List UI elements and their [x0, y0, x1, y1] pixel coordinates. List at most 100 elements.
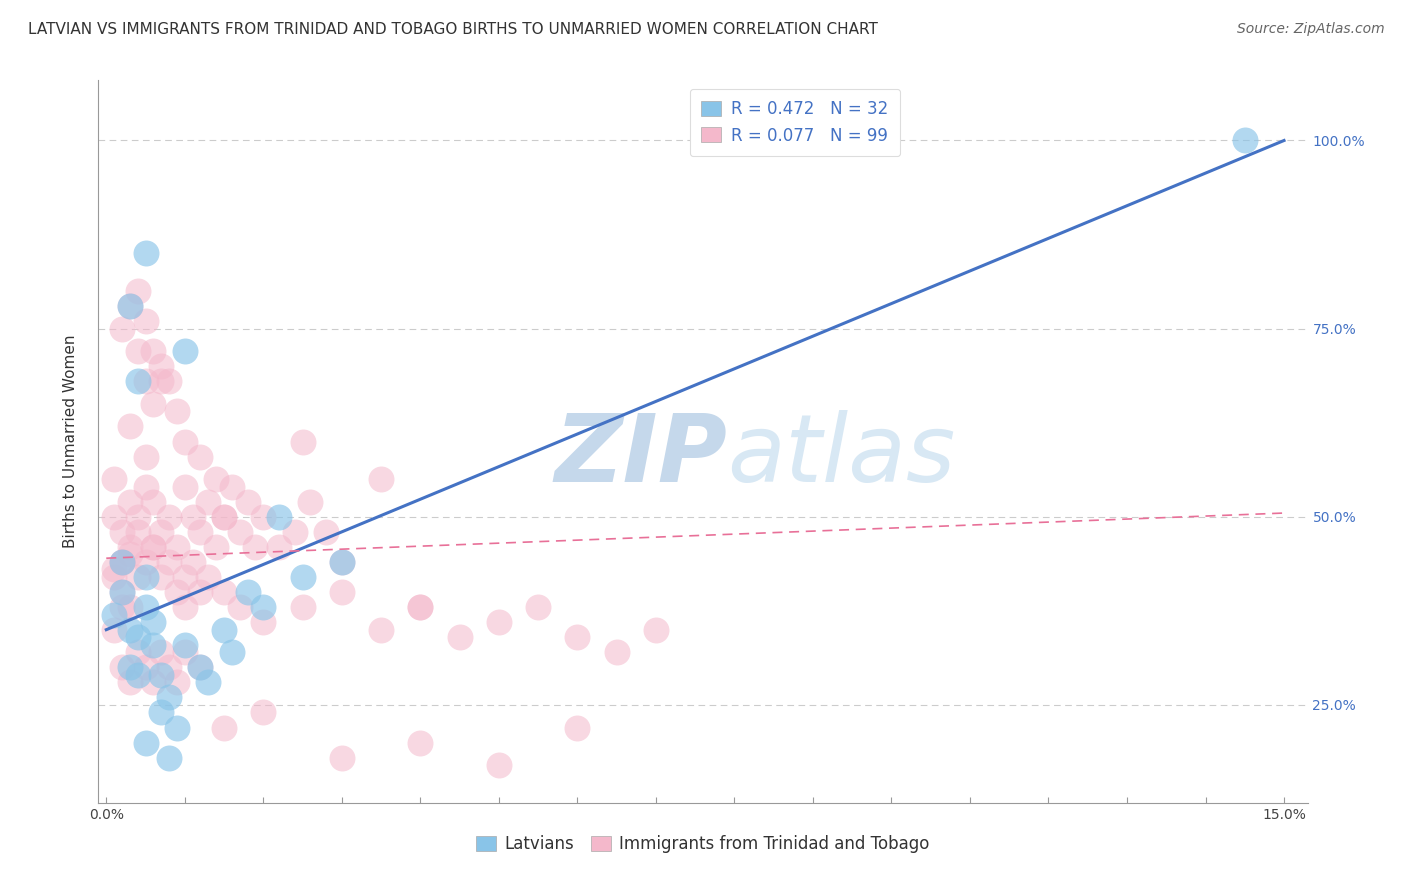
Point [142, 615, 165, 630]
Point [127, 344, 149, 359]
Point [370, 623, 392, 637]
Point [567, 630, 589, 644]
Point [150, 645, 173, 659]
Point [245, 540, 267, 554]
Point [1233, 133, 1256, 147]
Text: atlas: atlas [727, 410, 956, 501]
Point [291, 600, 314, 615]
Point [229, 524, 252, 539]
Point [127, 509, 149, 524]
Point [291, 434, 314, 449]
Point [488, 615, 510, 630]
Point [330, 750, 353, 764]
Point [103, 472, 125, 486]
Point [205, 472, 228, 486]
Point [252, 509, 274, 524]
Text: ZIP: ZIP [554, 410, 727, 502]
Point [267, 540, 290, 554]
Point [118, 548, 141, 562]
Point [142, 540, 165, 554]
Point [190, 660, 212, 674]
Point [118, 299, 141, 313]
Point [221, 480, 243, 494]
Point [212, 509, 235, 524]
Point [236, 585, 259, 599]
Point [118, 675, 141, 690]
Point [330, 585, 353, 599]
Point [221, 645, 243, 659]
Point [644, 623, 666, 637]
Point [409, 600, 432, 615]
Point [197, 570, 219, 584]
Point [205, 540, 228, 554]
Point [127, 524, 149, 539]
Point [150, 524, 173, 539]
Point [157, 555, 180, 569]
Point [127, 374, 149, 388]
Point [111, 600, 134, 615]
Point [118, 299, 141, 313]
Point [118, 494, 141, 508]
Point [212, 623, 235, 637]
Point [190, 524, 212, 539]
Point [173, 570, 195, 584]
Point [190, 585, 212, 599]
Point [150, 374, 173, 388]
Point [135, 555, 157, 569]
Point [103, 509, 125, 524]
Point [127, 668, 149, 682]
Point [291, 570, 314, 584]
Point [111, 555, 134, 569]
Point [135, 450, 157, 464]
Point [127, 645, 149, 659]
Point [166, 721, 188, 735]
Point [142, 344, 165, 359]
Point [212, 509, 235, 524]
Point [142, 494, 165, 508]
Point [166, 540, 188, 554]
Point [157, 509, 180, 524]
Point [150, 668, 173, 682]
Point [157, 660, 180, 674]
Point [135, 600, 157, 615]
Point [190, 450, 212, 464]
Point [488, 758, 510, 772]
Point [212, 721, 235, 735]
Point [299, 494, 322, 508]
Point [409, 735, 432, 749]
Point [173, 480, 195, 494]
Y-axis label: Births to Unmarried Women: Births to Unmarried Women [63, 334, 77, 549]
Point [150, 706, 173, 720]
Point [142, 675, 165, 690]
Point [111, 585, 134, 599]
Point [142, 638, 165, 652]
Point [111, 555, 134, 569]
Point [111, 660, 134, 674]
Point [190, 660, 212, 674]
Text: LATVIAN VS IMMIGRANTS FROM TRINIDAD AND TOBAGO BIRTHS TO UNMARRIED WOMEN CORRELA: LATVIAN VS IMMIGRANTS FROM TRINIDAD AND … [28, 22, 877, 37]
Point [135, 735, 157, 749]
Point [181, 555, 204, 569]
Point [142, 397, 165, 411]
Point [252, 706, 274, 720]
Point [103, 570, 125, 584]
Point [135, 246, 157, 260]
Point [252, 615, 274, 630]
Point [173, 434, 195, 449]
Legend: Latvians, Immigrants from Trinidad and Tobago: Latvians, Immigrants from Trinidad and T… [470, 828, 936, 860]
Point [127, 284, 149, 298]
Point [103, 623, 125, 637]
Point [267, 509, 290, 524]
Point [315, 524, 337, 539]
Point [157, 690, 180, 705]
Point [111, 524, 134, 539]
Point [166, 404, 188, 418]
Point [173, 600, 195, 615]
Point [173, 645, 195, 659]
Point [150, 570, 173, 584]
Point [135, 660, 157, 674]
Point [118, 660, 141, 674]
Point [606, 645, 628, 659]
Point [197, 675, 219, 690]
Text: Source: ZipAtlas.com: Source: ZipAtlas.com [1237, 22, 1385, 37]
